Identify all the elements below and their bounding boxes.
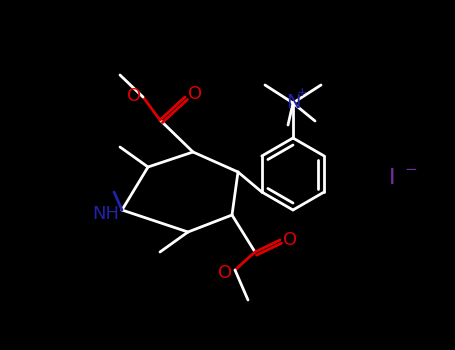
Text: O: O (127, 87, 141, 105)
Text: +: + (297, 86, 307, 99)
Text: O: O (283, 231, 297, 249)
Text: I: I (389, 168, 395, 188)
Text: O: O (218, 264, 232, 282)
Text: NH: NH (92, 205, 120, 223)
Text: N: N (286, 93, 300, 112)
Text: O: O (188, 85, 202, 103)
Text: −: − (404, 162, 417, 177)
